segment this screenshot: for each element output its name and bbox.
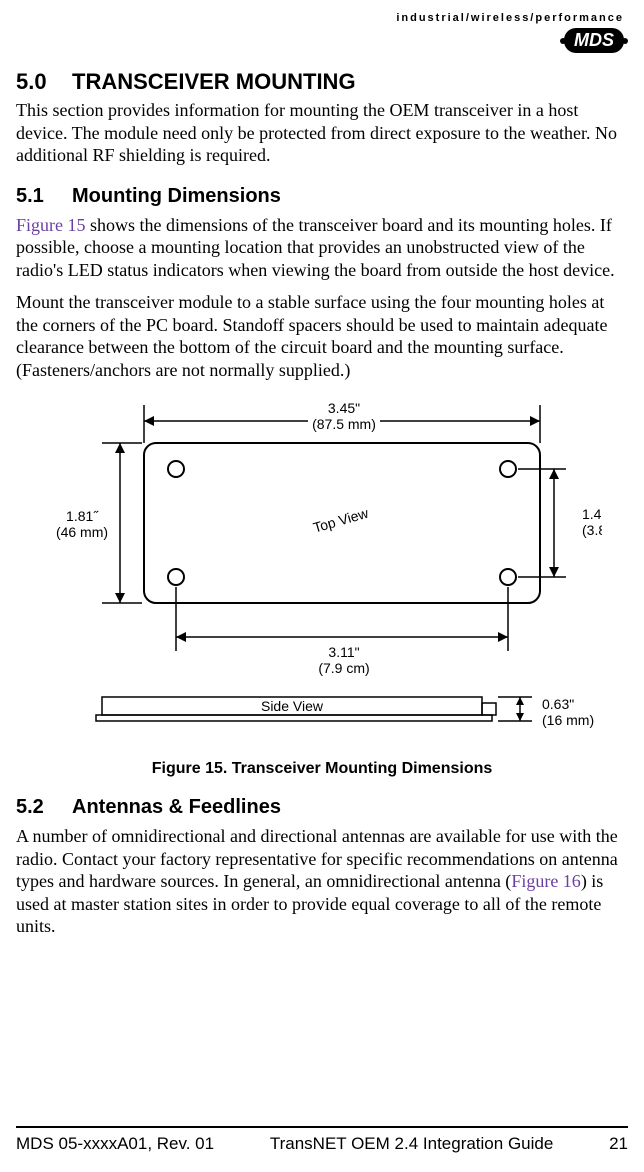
footer-left: MDS 05-xxxxA01, Rev. 01 — [16, 1134, 214, 1154]
footer-center: TransNET OEM 2.4 Integration Guide — [270, 1134, 553, 1154]
section-52-heading: 5.2Antennas & Feedlines — [16, 796, 628, 819]
logo-row: MDS — [16, 24, 628, 63]
section-50-num: 5.0 — [16, 69, 72, 95]
dim-top-mm: (87.5 mm) — [312, 416, 376, 432]
side-view-label: Side View — [261, 698, 324, 714]
section-51-num: 5.1 — [16, 185, 72, 208]
section-50-title: TRANSCEIVER MOUNTING — [72, 69, 356, 94]
section-50-heading: 5.0TRANSCEIVER MOUNTING — [16, 69, 628, 95]
figure-15-svg: 3.45" (87.5 mm) Top View 1.81˝ (46 mm — [42, 395, 602, 745]
section-51-para-1b: shows the dimensions of the transceiver … — [16, 215, 615, 280]
dim-right-in: 1.49˝ — [582, 506, 602, 522]
figure-15: 3.45" (87.5 mm) Top View 1.81˝ (46 mm — [42, 395, 602, 778]
dim-side-mm: (16 mm) — [542, 712, 594, 728]
dim-right-mm: (3.8 cm) — [582, 522, 602, 538]
top-view-label: Top View — [311, 504, 371, 535]
mds-logo: MDS — [564, 28, 624, 53]
figure-15-link[interactable]: Figure 15 — [16, 215, 86, 235]
page-footer: MDS 05-xxxxA01, Rev. 01 TransNET OEM 2.4… — [16, 1126, 628, 1154]
figure-16-link[interactable]: Figure 16 — [511, 871, 581, 891]
section-51-para-2: Mount the transceiver module to a stable… — [16, 291, 628, 381]
figure-15-caption: Figure 15. Transceiver Mounting Dimensio… — [42, 760, 602, 778]
dim-bottom-mm: (7.9 cm) — [318, 660, 369, 676]
dim-bottom-in: 3.11" — [328, 644, 359, 660]
dim-top-in: 3.45" — [328, 400, 360, 416]
dim-side-in: 0.63" — [542, 696, 574, 712]
section-50-para-1: This section provides information for mo… — [16, 99, 628, 167]
header-tagline: industrial/wireless/performance — [16, 12, 628, 24]
footer-right: 21 — [609, 1134, 628, 1154]
section-52-title: Antennas & Feedlines — [72, 796, 281, 818]
dim-left-in: 1.81˝ — [66, 508, 99, 524]
section-51-heading: 5.1Mounting Dimensions — [16, 185, 628, 208]
dim-left-mm: (46 mm) — [56, 524, 108, 540]
section-52-num: 5.2 — [16, 796, 72, 819]
section-51-para-1: Figure 15 shows the dimensions of the tr… — [16, 214, 628, 282]
section-51-title: Mounting Dimensions — [72, 185, 281, 207]
section-52-para-1: A number of omnidirectional and directio… — [16, 825, 628, 938]
